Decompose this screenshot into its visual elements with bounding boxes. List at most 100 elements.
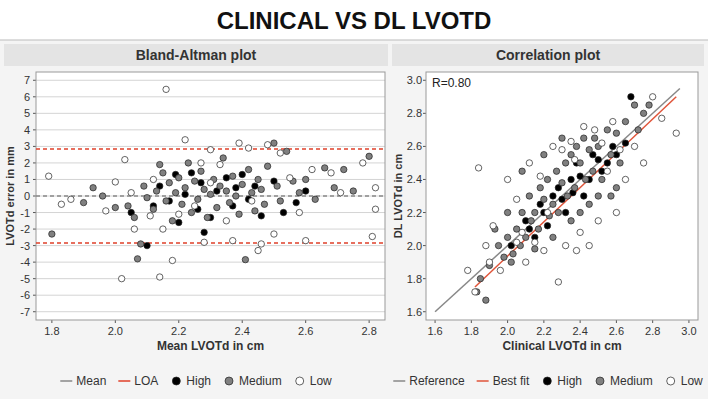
point [176,211,182,217]
point [172,189,178,195]
chart-1: Correlation plot1.61.82.02.22.42.62.83.0… [392,44,704,388]
x-tick-label: 2.8 [361,325,376,337]
point [249,198,255,204]
point [486,259,492,265]
point [264,142,270,148]
grid-line [36,113,385,114]
point [475,165,481,171]
point [562,209,568,215]
point [226,199,232,205]
legend-symbol [667,377,675,385]
point [302,176,308,182]
x-tick-label: 2.0 [500,325,515,337]
point [510,251,516,257]
y-tick-label: 2.4 [407,173,422,185]
point [591,127,597,133]
legend-symbol [225,377,233,385]
legend-label: Medium [239,374,282,388]
x-tick-label: 1.6 [427,325,442,337]
x-tick-label: 1.8 [44,325,59,337]
legend: MeanLOAHighMediumLow [60,374,332,388]
y-tick-label: 1.8 [407,273,422,285]
point [372,206,378,212]
grid-line [36,278,385,279]
point [604,127,610,133]
point [230,173,236,179]
y-tick-label: -3 [20,240,30,252]
point [595,193,601,199]
point [90,185,96,191]
legend-label: High [557,374,582,388]
point [568,218,574,224]
x-tick-label: 2.4 [235,325,250,337]
point [280,209,286,215]
point [568,138,574,144]
point [519,168,525,174]
point [528,218,534,224]
legend-label: Reference [409,374,465,388]
point [541,151,547,157]
point [577,209,583,215]
point [255,247,261,253]
point [564,193,570,199]
point [230,237,236,243]
point [582,176,588,182]
point [49,231,55,237]
x-tick-label: 2.6 [298,325,313,337]
y-tick-label: -4 [20,256,30,268]
legend-label: Low [681,374,703,388]
header-band [0,0,708,40]
plot-area [426,72,698,320]
point [45,173,51,179]
chart-0: Bland-Altman plot-7-6-5-4-3-2-1012345671… [4,44,388,388]
point [293,199,299,205]
y-tick-label: 2.8 [407,107,422,119]
reference-line [36,242,385,244]
point [131,214,137,220]
point [544,176,550,182]
point [125,203,131,209]
point [134,256,140,262]
point [131,226,137,232]
point [562,160,568,166]
y-tick-label: -2 [20,223,30,235]
point [541,196,547,202]
x-tick-label: 1.8 [464,325,479,337]
y-tick-label: 2.0 [407,240,422,252]
point [198,168,204,174]
point [571,185,577,191]
point [622,140,628,146]
point [258,186,264,192]
point [214,204,220,210]
point [532,246,538,252]
point [245,145,251,151]
point [541,247,547,253]
y-tick-label: -6 [20,289,30,301]
legend-symbol [477,380,489,382]
point [220,155,226,161]
point [287,175,293,181]
point [535,226,541,232]
grid-line [36,96,385,97]
y-tick-label: 2.2 [407,207,422,219]
point [635,127,641,133]
point [160,170,166,176]
point [236,140,242,146]
point [179,201,185,207]
point [586,201,592,207]
legend-symbol [118,380,130,382]
point [360,160,366,166]
point [555,209,561,215]
point [144,242,150,248]
marks [36,86,385,282]
point [573,143,579,149]
point [477,275,483,281]
point [112,204,118,210]
point [613,130,619,136]
point [595,156,601,162]
point [331,185,337,191]
x-tick-label: 2.0 [108,325,123,337]
plot-area [36,72,385,320]
legend-symbol [172,377,180,385]
point [617,160,623,166]
